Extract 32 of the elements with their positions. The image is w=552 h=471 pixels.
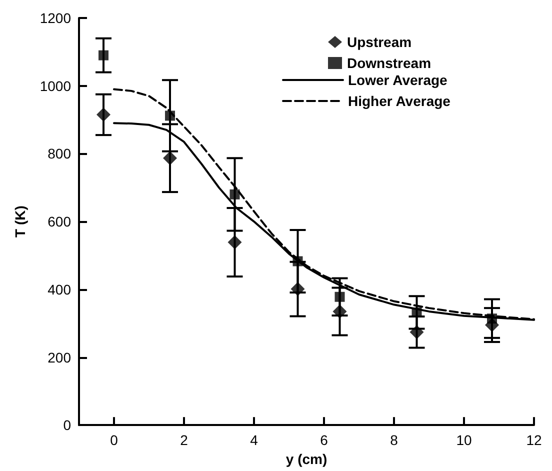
legend-label: Higher Average <box>348 93 451 109</box>
x-tick-label: 6 <box>320 432 328 448</box>
point <box>230 189 240 200</box>
point <box>332 304 347 318</box>
y-tick-label: 1200 <box>40 10 72 26</box>
y-tick-label: 600 <box>48 214 72 230</box>
x-tick-label: 8 <box>390 432 398 448</box>
point <box>292 256 303 266</box>
legend-label: Lower Average <box>348 72 448 88</box>
x-tick-label: 10 <box>456 432 472 448</box>
point <box>96 108 110 122</box>
x-tick-label: 12 <box>526 432 542 448</box>
point <box>334 292 345 302</box>
legend-label: Downstream <box>347 55 432 71</box>
y-tick-label: 800 <box>48 146 72 162</box>
x-tick-label: 2 <box>180 432 188 448</box>
y-tick-label: 200 <box>48 349 72 366</box>
y-tick-label: 1000 <box>40 78 72 94</box>
y-axis-title: T (K) <box>12 206 28 238</box>
point <box>163 151 177 166</box>
x-tick-label: 4 <box>250 432 258 448</box>
point <box>290 282 305 296</box>
point <box>98 50 108 60</box>
y-tick-label: 400 <box>48 281 72 298</box>
point <box>410 325 424 340</box>
point <box>165 110 175 121</box>
x-tick-label: 0 <box>110 432 118 448</box>
point <box>228 235 242 250</box>
legend-label: Upstream <box>347 34 412 50</box>
x-axis-title: y (cm) <box>286 451 328 467</box>
y-tick-label: 0 <box>63 417 72 434</box>
point <box>487 314 497 324</box>
